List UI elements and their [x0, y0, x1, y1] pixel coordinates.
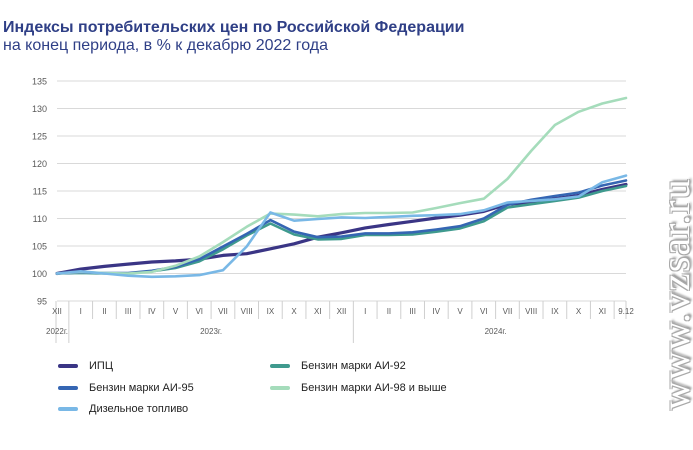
y-tick-label: 120	[32, 159, 47, 169]
x-tick-label: IX	[551, 307, 559, 316]
x-year-label: 2023г.	[200, 327, 222, 336]
x-tick-label: IV	[433, 307, 441, 316]
x-tick-label: X	[576, 307, 582, 316]
legend-item-diesel: Дизельное топливо	[58, 402, 188, 416]
series-line-3	[55, 96, 628, 275]
x-tick-label: VII	[218, 307, 228, 316]
y-tick-label: 125	[32, 132, 47, 142]
x-tick-label: I	[364, 307, 366, 316]
legend-swatch-ai92	[270, 364, 290, 368]
x-tick-label: XII	[52, 307, 62, 316]
x-tick-label: XII	[337, 307, 347, 316]
x-tick-label: II	[102, 307, 106, 316]
y-tick-label: 95	[37, 297, 47, 307]
x-tick-label: 9.12	[618, 307, 634, 316]
legend-label-ai95: Бензин марки АИ-95	[89, 382, 194, 394]
legend-item-cpi: ИПЦ	[58, 359, 113, 373]
chart-subtitle: на конец периода, в % к декабрю 2022 год…	[3, 37, 329, 54]
legend-swatch-diesel	[58, 407, 78, 411]
x-tick-label: V	[457, 307, 463, 316]
legend-label-ai98: Бензин марки АИ-98 и выше	[301, 382, 447, 394]
series-line-2	[55, 179, 628, 275]
y-tick-label: 130	[32, 104, 47, 114]
legend-swatch-cpi	[58, 364, 78, 368]
x-year-label: 2024г.	[485, 327, 507, 336]
series-line-4	[55, 174, 628, 279]
x-tick-label: XI	[599, 307, 607, 316]
y-tick-label: 135	[32, 77, 47, 87]
x-tick-label: XI	[314, 307, 322, 316]
chart-series	[55, 96, 628, 279]
x-tick-label: II	[387, 307, 391, 316]
legend-swatch-ai98	[270, 386, 290, 390]
x-tick-label: III	[125, 307, 132, 316]
x-tick-label: VI	[480, 307, 488, 316]
legend-label-cpi: ИПЦ	[89, 360, 113, 372]
x-tick-label: X	[291, 307, 297, 316]
y-axis: 95 100 105 110 115 120 125 130 135	[32, 77, 47, 307]
legend-item-ai95: Бензин марки АИ-95	[58, 381, 194, 395]
y-tick-label: 110	[33, 214, 47, 224]
series-line-0	[55, 182, 628, 276]
legend-label-diesel: Дизельное топливо	[89, 403, 189, 415]
legend-item-ai92: Бензин марки АИ-92	[270, 359, 406, 373]
x-tick-label: VIII	[525, 307, 537, 316]
legend-swatch-ai95	[58, 386, 78, 390]
y-tick-label: 105	[32, 242, 47, 252]
y-tick-label: 115	[33, 187, 47, 197]
x-tick-label: V	[173, 307, 179, 316]
x-year-label: 2022г.	[46, 327, 68, 336]
legend-label-ai92: Бензин марки АИ-92	[301, 360, 406, 372]
chart-title: Индексы потребительских цен по Российско…	[3, 19, 465, 36]
x-tick-label: IV	[148, 307, 156, 316]
y-tick-label: 100	[32, 269, 47, 279]
x-tick-label: III	[409, 307, 416, 316]
x-tick-label: IX	[267, 307, 275, 316]
x-tick-label: VIII	[241, 307, 253, 316]
chart-gridlines	[57, 80, 626, 302]
watermark-logo: www.vzsar.ru	[653, 178, 693, 410]
x-axis: XII I II III IV V VI VII VIII IX X XI XII I II III IV V VI…	[46, 301, 634, 343]
legend-item-ai98: Бензин марки АИ-98 и выше	[270, 381, 447, 395]
x-tick-label: VII	[503, 307, 513, 316]
x-tick-label: VI	[195, 307, 203, 316]
x-tick-label: I	[80, 307, 82, 316]
